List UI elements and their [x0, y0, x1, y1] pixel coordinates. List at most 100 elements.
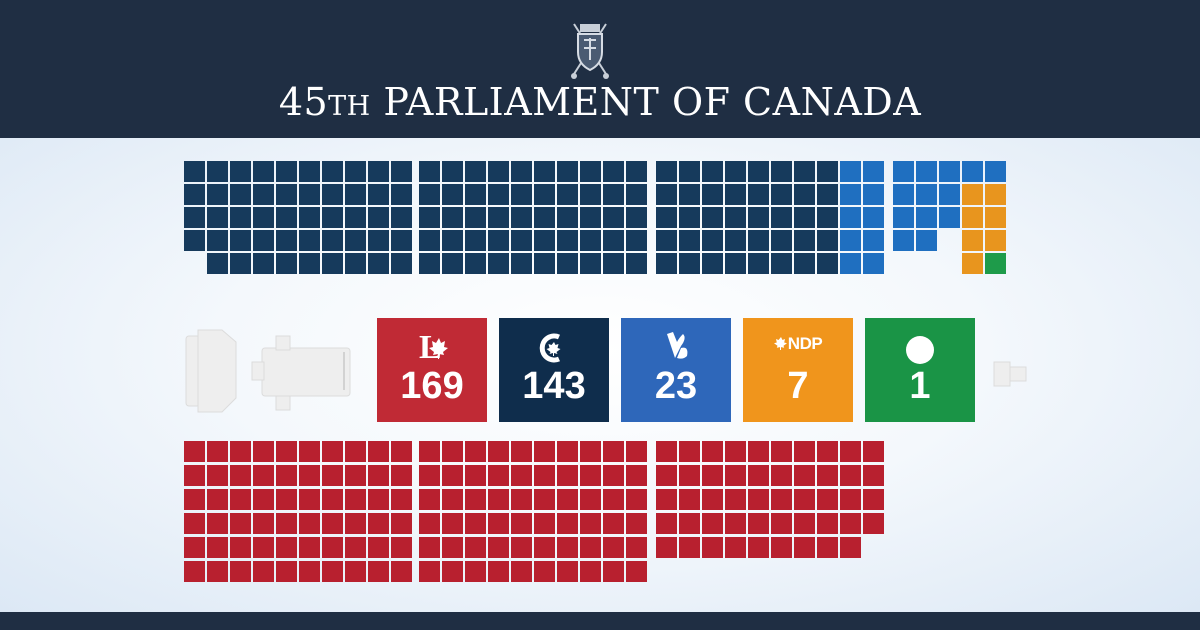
seat-Bloc Québécois — [840, 161, 861, 182]
seat-Conservative — [276, 230, 297, 251]
seat-Conservative — [276, 207, 297, 228]
seat-Conservative — [748, 161, 769, 182]
seat-Liberal — [817, 465, 838, 486]
seat-Liberal — [534, 561, 555, 582]
seat-Liberal — [794, 489, 815, 510]
seat-Conservative — [702, 184, 723, 205]
seat-Liberal — [299, 561, 320, 582]
seat-Bloc Québécois — [939, 184, 960, 205]
seat-Liberal — [771, 513, 792, 534]
seat-Conservative — [442, 184, 463, 205]
seat-Liberal — [748, 537, 769, 558]
seat-Conservative — [748, 184, 769, 205]
seat-Liberal — [488, 561, 509, 582]
seat-Liberal — [299, 513, 320, 534]
seat-Liberal — [626, 537, 647, 558]
seat-Liberal — [276, 513, 297, 534]
seat-Conservative — [345, 253, 366, 274]
seat-Conservative — [511, 207, 532, 228]
seat-Conservative — [230, 253, 251, 274]
seat-Conservative — [184, 184, 205, 205]
seat-Liberal — [442, 465, 463, 486]
seat-Liberal — [345, 465, 366, 486]
seat-NDP — [985, 230, 1006, 251]
seat-Liberal — [863, 513, 884, 534]
seat-Bloc Québécois — [939, 161, 960, 182]
seat-Liberal — [771, 489, 792, 510]
seat-NDP — [962, 230, 983, 251]
seat-Conservative — [299, 230, 320, 251]
seat-Liberal — [184, 561, 205, 582]
seat-Conservative — [322, 207, 343, 228]
seat-Liberal — [511, 537, 532, 558]
seat-Conservative — [626, 230, 647, 251]
seat-Conservative — [253, 184, 274, 205]
seat-Conservative — [626, 253, 647, 274]
seat-Conservative — [817, 207, 838, 228]
seat-Conservative — [534, 184, 555, 205]
seat-Conservative — [230, 207, 251, 228]
seat-Liberal — [557, 537, 578, 558]
seat-Conservative — [580, 184, 601, 205]
seat-Conservative — [794, 207, 815, 228]
seat-Liberal — [580, 489, 601, 510]
seat-Liberal — [656, 513, 677, 534]
seat-Liberal — [207, 465, 228, 486]
seat-Bloc Québécois — [916, 207, 937, 228]
seat-Conservative — [299, 253, 320, 274]
seat-Conservative — [580, 253, 601, 274]
seat-Conservative — [253, 230, 274, 251]
clerk-table-end-top — [275, 335, 291, 351]
seat-Conservative — [725, 230, 746, 251]
seat-Liberal — [442, 561, 463, 582]
seat-Conservative — [748, 253, 769, 274]
seat-Bloc Québécois — [840, 253, 861, 274]
seat-Conservative — [557, 161, 578, 182]
seat-Conservative — [557, 207, 578, 228]
seat-Liberal — [702, 465, 723, 486]
seat-Liberal — [626, 465, 647, 486]
seat-Liberal — [702, 441, 723, 462]
seat-Liberal — [725, 489, 746, 510]
seat-Liberal — [771, 537, 792, 558]
seat-Bloc Québécois — [863, 207, 884, 228]
seat-Conservative — [748, 230, 769, 251]
seat-Conservative — [725, 161, 746, 182]
seat-Conservative — [511, 253, 532, 274]
seat-Liberal — [253, 489, 274, 510]
seat-Liberal — [276, 441, 297, 462]
seat-Conservative — [702, 161, 723, 182]
seat-Liberal — [679, 513, 700, 534]
seat-Liberal — [702, 537, 723, 558]
seat-Liberal — [679, 489, 700, 510]
seat-Liberal — [184, 489, 205, 510]
seat-Liberal — [253, 441, 274, 462]
seat-Liberal — [442, 441, 463, 462]
seat-Liberal — [679, 537, 700, 558]
seat-Conservative — [419, 207, 440, 228]
seat-Conservative — [817, 253, 838, 274]
seat-Conservative — [488, 207, 509, 228]
seat-Liberal — [488, 489, 509, 510]
seat-Conservative — [368, 184, 389, 205]
seat-Liberal — [679, 465, 700, 486]
seat-NDP — [962, 184, 983, 205]
seat-Liberal — [817, 489, 838, 510]
seat-Liberal — [557, 489, 578, 510]
seat-NDP — [985, 184, 1006, 205]
seat-Liberal — [322, 537, 343, 558]
seat-Conservative — [702, 230, 723, 251]
seat-Liberal — [679, 441, 700, 462]
seat-Conservative — [603, 253, 624, 274]
seat-Conservative — [725, 253, 746, 274]
seat-Liberal — [276, 489, 297, 510]
seat-Liberal — [322, 465, 343, 486]
seat-Liberal — [465, 513, 486, 534]
seat-Conservative — [580, 161, 601, 182]
seat-Conservative — [391, 207, 412, 228]
seat-Liberal — [488, 465, 509, 486]
seat-Conservative — [511, 161, 532, 182]
seat-Liberal — [626, 513, 647, 534]
seat-Liberal — [419, 489, 440, 510]
